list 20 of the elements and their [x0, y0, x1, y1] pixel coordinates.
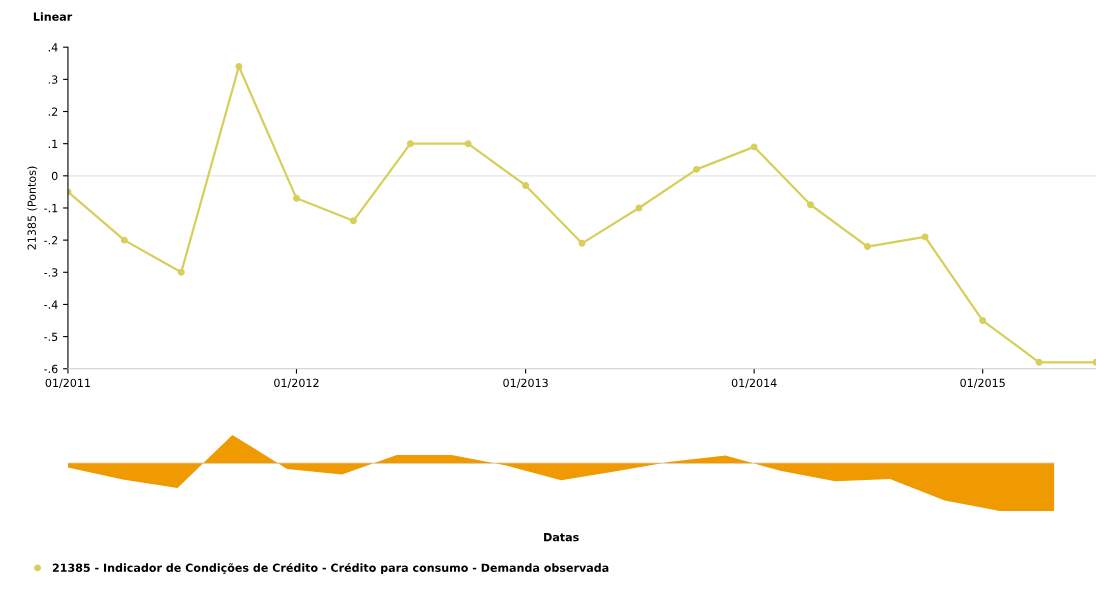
x-axis-title: Datas [544, 533, 579, 542]
x-tick-label: 01/2013 [503, 378, 548, 388]
y-tick-label: .2 [48, 107, 58, 116]
y-tick-label: .1 [48, 139, 58, 148]
x-tick-label: 01/2014 [731, 378, 777, 388]
x-tick-label: 01/2012 [274, 378, 319, 388]
legend-label: 21385 - Indicador de Condições de Crédito - Crédito para consumo - Demanda observada [52, 562, 609, 575]
y-tick-label: -.4 [44, 300, 58, 309]
y-tick-label: -.3 [44, 268, 58, 277]
x-tick-label: 01/2015 [960, 378, 1005, 388]
y-axis-title: 21385 (Pontos) [27, 166, 38, 250]
y-tick-label: -.2 [44, 236, 58, 245]
y-tick-label: .4 [48, 43, 58, 52]
y-tick-label: 0 [51, 171, 58, 181]
x-tick-label: 01/2011 [45, 378, 91, 388]
y-tick-label: -.1 [44, 204, 58, 213]
chart-title: Linear [33, 12, 73, 21]
y-tick-label: -.6 [44, 364, 58, 374]
y-tick-label: -.5 [44, 332, 58, 341]
y-tick-label: .3 [48, 75, 58, 84]
